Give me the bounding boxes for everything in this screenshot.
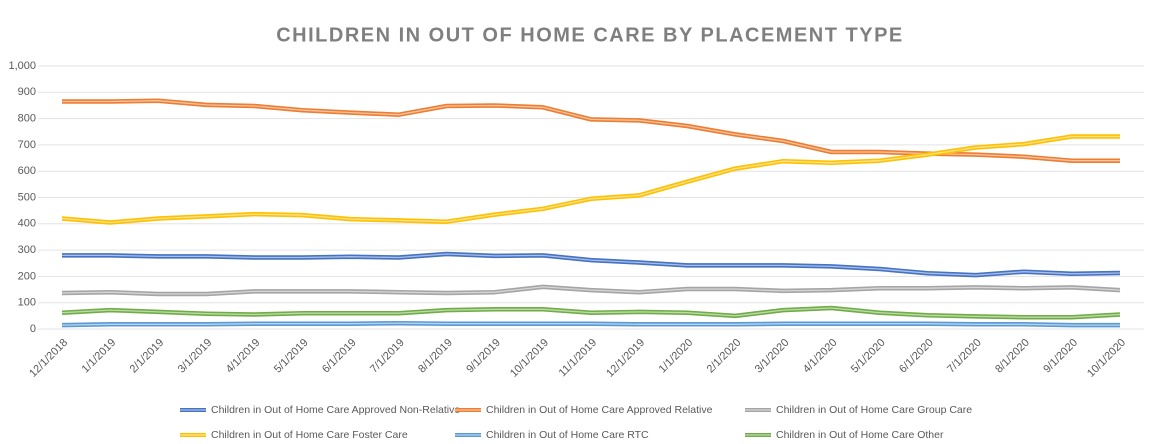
x-tick-label: 8/1/2020	[993, 337, 1032, 376]
legend-label: Children in Out of Home Care Group Care	[776, 404, 972, 416]
y-tick-label: 500	[18, 191, 36, 203]
x-tick-label: 12/1/2019	[604, 337, 647, 380]
x-tick-label: 10/1/2020	[1085, 337, 1128, 380]
x-tick-label: 6/1/2019	[320, 337, 359, 376]
x-tick-label: 4/1/2020	[801, 337, 840, 376]
x-tick-label: 2/1/2020	[705, 337, 744, 376]
series-line-highlight	[61, 322, 1120, 326]
y-tick-label: 0	[30, 323, 36, 335]
x-tick-label: 3/1/2020	[753, 337, 792, 376]
y-tick-label: 200	[18, 270, 36, 282]
x-tick-label: 5/1/2019	[272, 337, 311, 376]
y-tick-label: 100	[18, 297, 36, 309]
legend-label: Children in Out of Home Care Foster Care	[211, 429, 408, 441]
chart-title: CHILDREN IN OUT OF HOME CARE BY PLACEMEN…	[276, 24, 904, 46]
x-tick-label: 1/1/2019	[80, 337, 119, 376]
series-line-highlight	[62, 253, 1121, 276]
x-tick-label: 2/1/2019	[128, 337, 167, 376]
series-line-highlight	[61, 307, 1121, 318]
legend-label: Children in Out of Home Care Other	[776, 429, 944, 441]
x-tick-label: 9/1/2020	[1041, 337, 1080, 376]
y-tick-label: 1,000	[8, 60, 36, 72]
legend-label: Children in Out of Home Care Approved No…	[211, 404, 460, 416]
y-tick-label: 300	[18, 244, 36, 256]
series-line-highlight	[61, 286, 1121, 295]
x-tick-label: 11/1/2019	[557, 337, 600, 380]
y-tick-label: 800	[18, 113, 36, 125]
x-tick-label: 1/1/2020	[657, 337, 696, 376]
legend: Children in Out of Home Care Approved No…	[180, 404, 972, 441]
y-tick-label: 700	[18, 139, 36, 151]
legend-label: Children in Out of Home Care RTC	[486, 429, 649, 441]
x-tick-label: 3/1/2019	[176, 337, 215, 376]
x-tick-label: 6/1/2020	[897, 337, 936, 376]
x-tick-label: 9/1/2019	[464, 337, 503, 376]
x-tick-label: 12/1/2018	[27, 337, 70, 380]
legend-label: Children in Out of Home Care Approved Re…	[486, 404, 713, 416]
x-tick-label: 7/1/2019	[368, 337, 407, 376]
y-tick-label: 600	[18, 165, 36, 177]
x-tick-label: 10/1/2019	[508, 337, 551, 380]
y-tick-label: 400	[18, 218, 36, 230]
x-tick-label: 8/1/2019	[416, 337, 455, 376]
x-tick-label: 5/1/2020	[849, 337, 888, 376]
x-tick-label: 4/1/2019	[224, 337, 263, 376]
y-tick-label: 900	[18, 86, 36, 98]
x-tick-label: 7/1/2020	[945, 337, 984, 376]
series-line-highlight	[61, 135, 1120, 224]
